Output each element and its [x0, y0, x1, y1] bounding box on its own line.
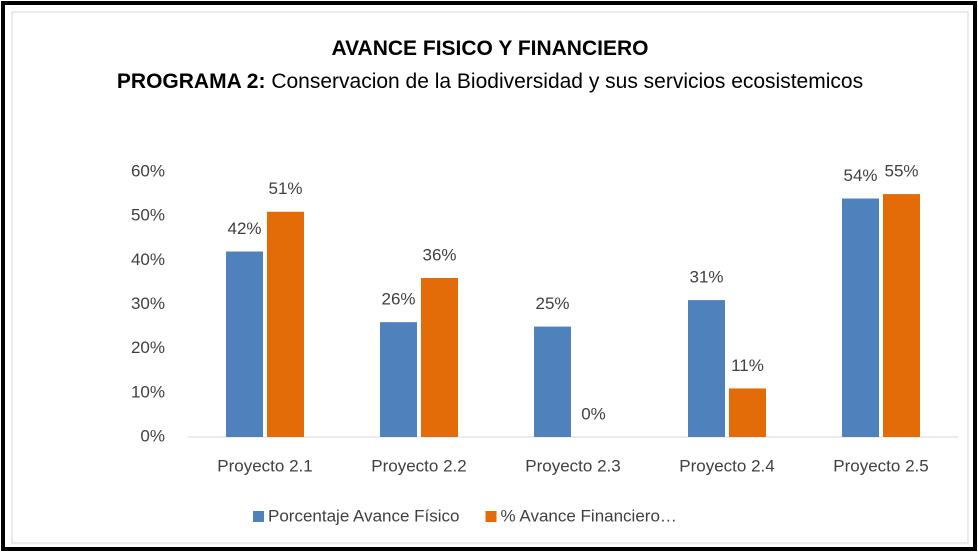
value-label: 54% [843, 166, 877, 185]
bar [267, 211, 304, 437]
y-tick-label: 60% [131, 161, 165, 180]
value-label: 31% [689, 268, 723, 287]
value-label: 42% [227, 219, 261, 238]
value-label: 0% [581, 404, 606, 423]
chart-subtitle: PROGRAMA 2: Conservacion de la Biodivers… [90, 64, 890, 100]
bar [534, 326, 571, 437]
y-tick-label: 30% [131, 294, 165, 313]
value-label: 25% [535, 294, 569, 313]
x-tick-label: Proyecto 2.5 [833, 456, 928, 475]
y-tick-label: 40% [131, 250, 165, 269]
subtitle-label: PROGRAMA 2: [116, 70, 266, 93]
y-tick-label: 0% [140, 426, 165, 445]
legend-label: % Avance Financiero… [501, 506, 677, 525]
value-label: 36% [422, 245, 456, 264]
bar [729, 388, 766, 437]
value-label: 11% [731, 356, 764, 375]
y-tick-label: 50% [131, 206, 165, 225]
legend-swatch [485, 511, 497, 522]
chart-title: AVANCE FISICO Y FINANCIERO [331, 37, 649, 60]
x-tick-label: Proyecto 2.3 [525, 456, 620, 475]
chart-header: AVANCE FISICO Y FINANCIERO PROGRAMA 2: C… [90, 34, 890, 100]
value-label: 55% [884, 162, 918, 181]
inner-border [11, 11, 969, 544]
bar [688, 300, 725, 437]
bar [421, 278, 458, 437]
bar [226, 251, 263, 437]
x-tick-label: Proyecto 2.2 [371, 456, 466, 475]
y-tick-label: 20% [131, 338, 165, 357]
legend-label: Porcentaje Avance Físico [268, 506, 460, 525]
x-tick-label: Proyecto 2.1 [217, 456, 312, 475]
bar [842, 198, 879, 437]
bar [883, 194, 920, 437]
value-label: 26% [381, 290, 415, 309]
subtitle-text: Conservacion de la Biodiversidad y sus s… [271, 70, 864, 93]
x-tick-label: Proyecto 2.4 [679, 456, 774, 475]
value-label: 51% [268, 179, 302, 198]
y-tick-label: 10% [131, 382, 165, 401]
bar [380, 322, 417, 437]
legend-swatch [253, 511, 264, 522]
